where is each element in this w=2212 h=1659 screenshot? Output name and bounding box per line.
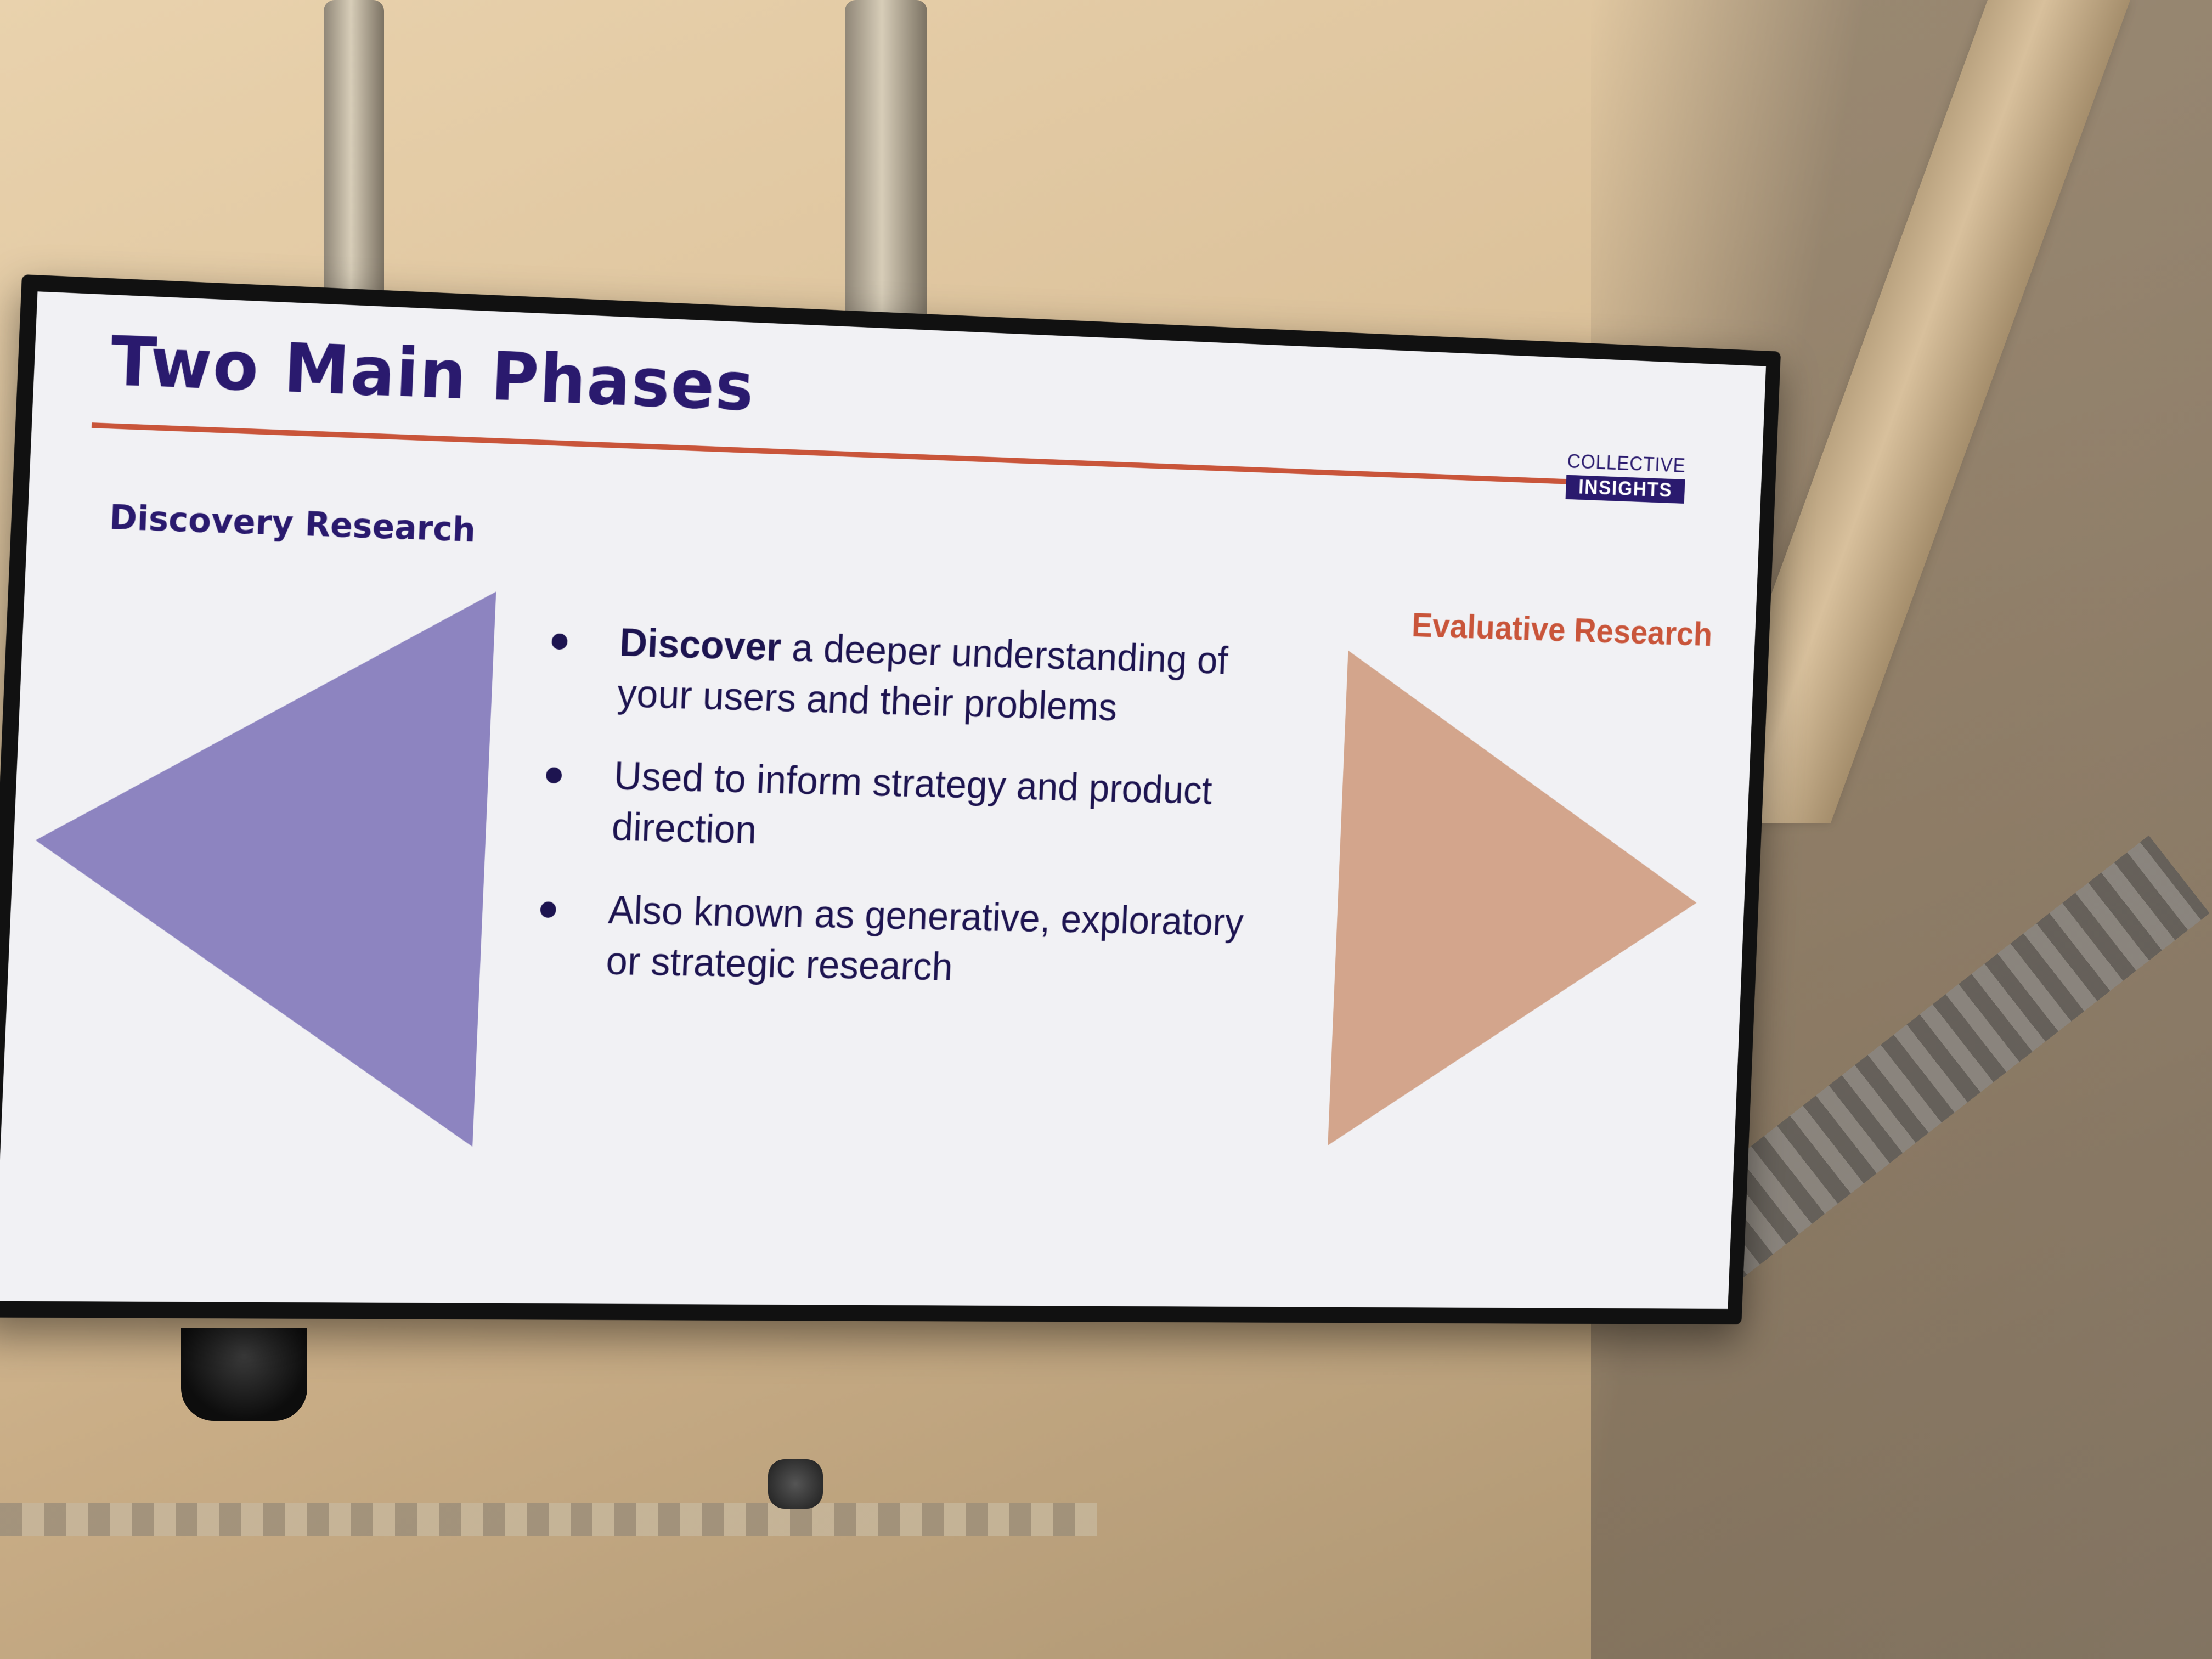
right-triangle-shape	[1328, 650, 1707, 1150]
right-pointing-triangle	[1328, 650, 1707, 1150]
ceiling-fixture	[768, 1459, 823, 1509]
title-underline	[91, 422, 1633, 487]
slide-title: Two Main Phases	[109, 322, 757, 426]
bullet-item-also-known: Also known as generative, exploratory or…	[537, 883, 1254, 997]
discovery-research-heading: Discovery Research	[108, 497, 477, 550]
tv-screen: Two Main Phases COLLECTIVE INSIGHTS Disc…	[0, 274, 1781, 1325]
left-triangle-shape	[22, 577, 496, 1147]
bullet-bold-text: Discover	[618, 619, 782, 669]
evaluative-research-heading: Evaluative Research	[1410, 606, 1713, 653]
bullet-text: Also known as generative, exploratory or…	[605, 887, 1245, 989]
ceiling-pipe-right	[845, 0, 927, 351]
security-camera	[181, 1328, 307, 1421]
bullet-item-strategy: Used to inform strategy and product dire…	[543, 749, 1259, 867]
bullet-item-discover: Discover a deeper understanding of your …	[549, 615, 1265, 736]
bullet-text: Used to inform strategy and product dire…	[611, 753, 1213, 853]
left-pointing-triangle	[22, 577, 496, 1147]
collective-insights-logo: COLLECTIVE INSIGHTS	[1565, 450, 1686, 504]
bullet-list: Discover a deeper understanding of your …	[536, 615, 1265, 1029]
presentation-slide: Two Main Phases COLLECTIVE INSIGHTS Disc…	[0, 291, 1767, 1309]
ceiling-pipe-left	[324, 0, 384, 329]
ceiling-rail	[0, 1503, 1097, 1536]
logo-bottom-text: INSIGHTS	[1565, 475, 1685, 504]
logo-top-text: COLLECTIVE	[1566, 450, 1686, 477]
